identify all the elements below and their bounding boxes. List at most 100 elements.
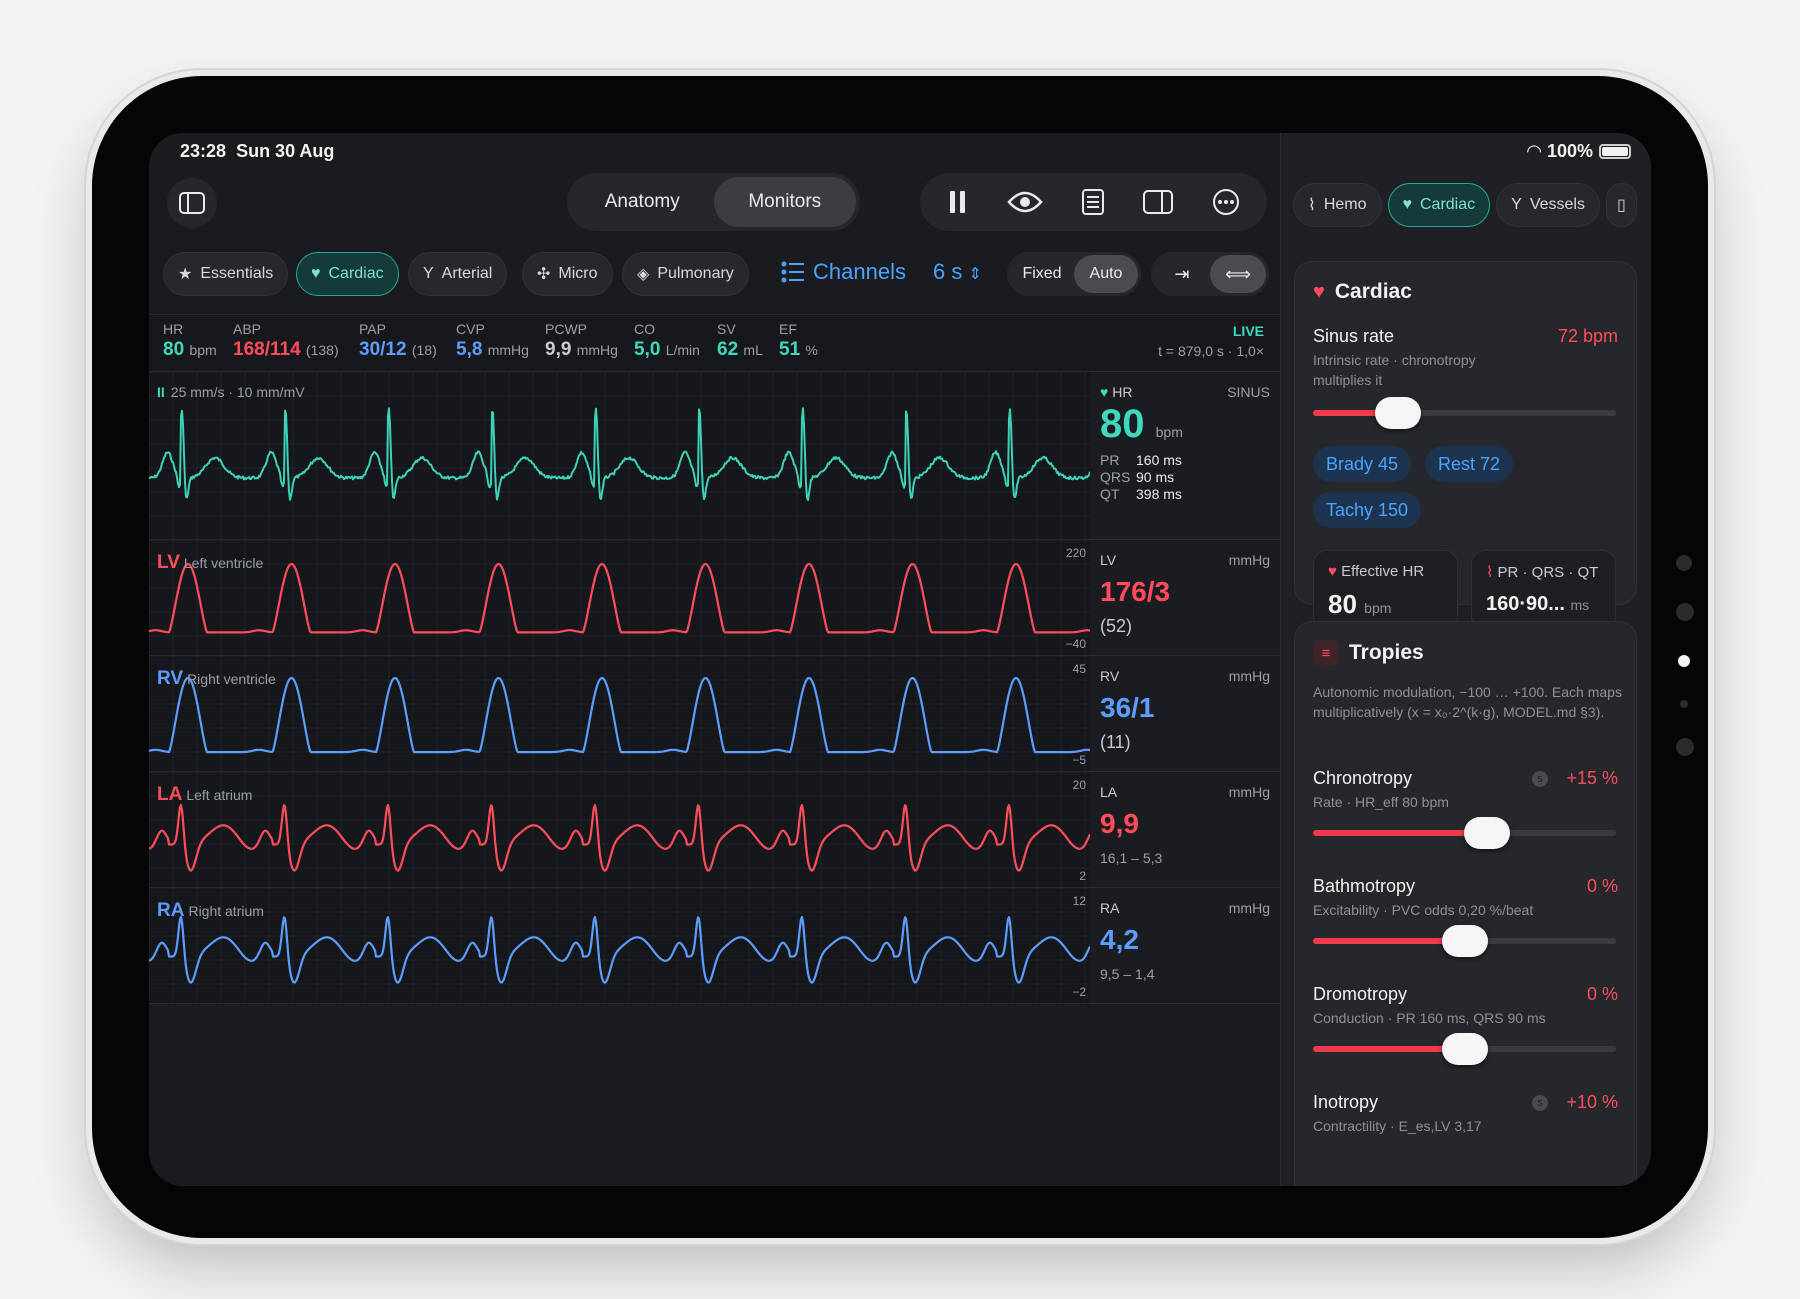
inspector-pane: ◠ 100% ⌇ Hemo ♥ Cardiac Y Vessels ▯ ♥ Cardiac… bbox=[1280, 133, 1651, 1186]
ra-wave-area: RA Right atrium 12 −2 bbox=[149, 887, 1091, 1004]
tropy-desc: Contractility · E_es,LV 3,17 bbox=[1313, 1118, 1482, 1134]
inspector-scroll[interactable]: ♥ Cardiac Sinus rate 72 bpm Intrinsic rat… bbox=[1281, 243, 1651, 1186]
inspector-panel-icon[interactable] bbox=[1142, 190, 1173, 214]
scale-max: 45 bbox=[1072, 662, 1086, 676]
hr-name: ♥ HR bbox=[1100, 384, 1133, 400]
ecg-trace bbox=[149, 371, 1091, 540]
vital-value: 168/114 (138) bbox=[233, 339, 339, 360]
scale-fixed-button[interactable]: Fixed bbox=[1022, 265, 1062, 282]
chip-cardiac[interactable]: ♥ Cardiac bbox=[296, 252, 399, 296]
live-badge: LIVE bbox=[1232, 323, 1264, 339]
channel-name: LV bbox=[1100, 552, 1117, 568]
sim-time: t = 879,0 s · 1,0× bbox=[1158, 343, 1264, 359]
tab-more[interactable]: ▯ bbox=[1605, 183, 1637, 227]
vital-label: HR bbox=[163, 321, 184, 337]
preset-rest[interactable]: Rest 72 bbox=[1425, 446, 1514, 482]
ecg-panel: II 25 mm/s · 10 mm/mV ♥ HR SINUS 80 bpm P… bbox=[149, 371, 1280, 540]
channel-mean: (52) bbox=[1100, 616, 1133, 636]
chip-pulmonary[interactable]: ◈ Pulmonary bbox=[622, 252, 749, 296]
sinus-rate-slider[interactable] bbox=[1313, 397, 1616, 429]
rv-trace bbox=[149, 655, 1091, 772]
inspector-tabs: ⌇ Hemo ♥ Cardiac Y Vessels ▯ bbox=[1293, 183, 1637, 227]
chip-arterial[interactable]: Y Arterial bbox=[408, 252, 508, 296]
effective-hr-value: 80 bpm bbox=[1328, 589, 1392, 619]
tropy-slider[interactable] bbox=[1313, 817, 1616, 849]
channel-mean: (11) bbox=[1100, 732, 1131, 752]
wifi-icon: ◠ bbox=[1527, 141, 1541, 161]
channel-unit: mmHg bbox=[1228, 668, 1270, 684]
sinus-rate-label: Sinus rate bbox=[1313, 326, 1395, 346]
ra-trace bbox=[149, 887, 1091, 1004]
vital-label: EF bbox=[779, 321, 797, 337]
scale-min: −5 bbox=[1072, 753, 1086, 767]
lungs-icon: ◈ bbox=[637, 266, 650, 283]
tab-hemo[interactable]: ⌇ Hemo bbox=[1293, 183, 1382, 227]
more-icon[interactable] bbox=[1212, 188, 1240, 216]
ecg-sweep-label: II 25 mm/s · 10 mm/mV bbox=[157, 384, 305, 400]
tropy-slider[interactable] bbox=[1313, 925, 1616, 957]
ecg-intervals: PR 160 ms QRS 90 ms QT 398 ms bbox=[1100, 452, 1182, 502]
lv-panel: LV Left ventricle 220 −40 LV mmHg 176/3 (52) bbox=[149, 539, 1280, 656]
rv-wave-area: RV Right ventricle 45 −5 bbox=[149, 655, 1091, 772]
vital-value: 62 mL bbox=[717, 339, 763, 360]
slider-knob[interactable] bbox=[1441, 925, 1488, 957]
vital-label: CVP bbox=[456, 321, 485, 337]
channels-button[interactable]: Channels bbox=[781, 259, 906, 285]
chip-micro[interactable]: ✣ Micro bbox=[522, 252, 613, 296]
arrow-right-bar-icon[interactable]: ⇥ bbox=[1174, 263, 1190, 284]
tropy-slider[interactable] bbox=[1313, 1033, 1616, 1065]
vital-label: CO bbox=[634, 321, 655, 337]
time-window-picker[interactable]: 6 s ⇕ bbox=[933, 259, 982, 284]
scale-auto-button[interactable]: Auto bbox=[1074, 255, 1138, 293]
ra-panel: RA Right atrium 12 −2 RA mmHg 4,2 9,5 – 1,4 bbox=[149, 887, 1280, 1004]
scale-max: 20 bbox=[1072, 778, 1086, 792]
info-icon[interactable]: s bbox=[1532, 771, 1548, 787]
vital-sv: SV 62 mL bbox=[717, 321, 763, 361]
vital-pap: PAP 30/12 (18) bbox=[359, 321, 437, 361]
tab-vessels[interactable]: Y Vessels bbox=[1496, 183, 1600, 227]
scale-min: 2 bbox=[1079, 869, 1086, 883]
tab-anatomy[interactable]: Anatomy bbox=[604, 191, 680, 212]
channel-value: 9,9 bbox=[1100, 808, 1139, 839]
channel-unit: mmHg bbox=[1228, 552, 1270, 568]
sliders-icon: ≡ bbox=[1313, 640, 1339, 666]
channel-label: LV Left ventricle bbox=[157, 552, 264, 573]
vital-co: CO 5,0 L/min bbox=[634, 321, 700, 361]
lv-readout: LV mmHg 176/3 (52) bbox=[1090, 540, 1280, 655]
pulse-icon: ⌇ bbox=[1486, 564, 1494, 581]
preset-tachy[interactable]: Tachy 150 bbox=[1313, 492, 1422, 528]
slider-knob[interactable] bbox=[1374, 397, 1421, 429]
scale-max: 12 bbox=[1072, 894, 1086, 908]
la-wave-area: LA Left atrium 20 2 bbox=[149, 771, 1091, 888]
pause-icon[interactable] bbox=[948, 190, 968, 214]
expand-horizontal-icon[interactable]: ⟺ bbox=[1210, 255, 1266, 293]
tropy-desc: Excitability · PVC odds 0,20 %/beat bbox=[1313, 902, 1534, 918]
scale-max: 220 bbox=[1065, 546, 1086, 560]
channels-list-icon bbox=[781, 261, 804, 283]
preset-brady[interactable]: Brady 45 bbox=[1313, 446, 1412, 482]
channel-label: LA Left atrium bbox=[157, 784, 253, 805]
channel-value: 4,2 bbox=[1100, 924, 1139, 955]
tab-cardiac[interactable]: ♥ Cardiac bbox=[1387, 183, 1491, 227]
info-icon[interactable]: s bbox=[1532, 1095, 1548, 1111]
status-time: 23:28 Sun 30 Aug bbox=[180, 141, 335, 161]
sidebar-toggle-button[interactable] bbox=[167, 178, 217, 228]
tropy-name: Chronotropy bbox=[1313, 768, 1413, 788]
notes-icon: ▯ bbox=[1616, 197, 1626, 214]
slider-knob[interactable] bbox=[1441, 1033, 1488, 1065]
slider-knob[interactable] bbox=[1464, 817, 1511, 849]
sinus-rate-desc: Intrinsic rate · chronotropy multiplies … bbox=[1313, 352, 1476, 388]
chip-essentials[interactable]: ★ Essentials bbox=[163, 252, 289, 296]
vital-label: SV bbox=[717, 321, 736, 337]
notes-icon[interactable] bbox=[1081, 189, 1104, 215]
tab-monitors[interactable]: Monitors bbox=[713, 177, 856, 227]
vital-value: 30/12 (18) bbox=[359, 339, 437, 360]
vessel-branch-icon: Y bbox=[1511, 196, 1522, 213]
heart-icon: ♥ bbox=[1100, 384, 1109, 400]
la-panel: LA Left atrium 20 2 LA mmHg 9,9 16,1 – 5,3 bbox=[149, 771, 1280, 888]
vital-pcwp: PCWP 9,9 mmHg bbox=[545, 321, 618, 361]
chevron-updown-icon: ⇕ bbox=[968, 266, 982, 283]
battery-icon bbox=[1599, 144, 1631, 159]
rv-readout: RV mmHg 36/1 (11) bbox=[1090, 656, 1280, 771]
eye-icon[interactable] bbox=[1006, 190, 1043, 214]
